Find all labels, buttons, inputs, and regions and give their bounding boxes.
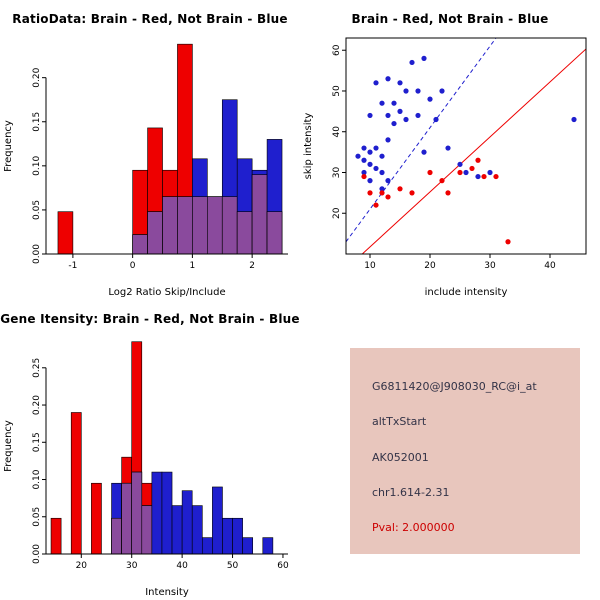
intensity-scatter-title: Brain - Red, Not Brain - Blue: [351, 12, 549, 26]
ratio-histogram-plot: -1 0 1 2 0.00 0.05 0.10 0.15 0.20 Log2 Ratio Skip…: [3, 43, 288, 298]
panel-ratio-histogram: RatioData: Brain - Red, Not Brain - Blue…: [0, 0, 300, 300]
svg-text:Frequency: Frequency: [3, 120, 14, 172]
ratio-hist-bars: [57, 43, 283, 255]
svg-text:0.15: 0.15: [32, 112, 42, 132]
svg-text:0.00: 0.00: [32, 244, 42, 264]
svg-text:0.25: 0.25: [32, 358, 42, 378]
axes: 20 30 40 50 60 0.00 0.05 0.10 0.15 0.20 0.25 Intens…: [3, 358, 289, 598]
panel-gene-histogram: Gene Itensity: Brain - Red, Not Brain - …: [0, 300, 300, 600]
svg-text:0: 0: [130, 261, 136, 271]
svg-text:30: 30: [484, 261, 496, 271]
svg-text:20: 20: [76, 561, 88, 571]
svg-text:0.20: 0.20: [32, 395, 42, 415]
gene-histogram-plot: 20 30 40 50 60 0.00 0.05 0.10 0.15 0.20 0.25 Intens…: [3, 341, 289, 598]
axes: 10 20 30 40 20 30 40 50 60 include intensity skip …: [303, 37, 587, 298]
svg-text:Frequency: Frequency: [3, 420, 14, 472]
svg-text:0.00: 0.00: [32, 544, 42, 564]
pval-text: Pval: 2.000000: [372, 521, 455, 534]
ratio-histogram-title: RatioData: Brain - Red, Not Brain - Blue: [12, 12, 288, 26]
svg-text:0.05: 0.05: [32, 507, 42, 527]
svg-text:20: 20: [424, 261, 436, 271]
svg-text:50: 50: [332, 85, 342, 97]
svg-text:2: 2: [249, 261, 255, 271]
accession-text: AK052001: [372, 450, 429, 464]
svg-text:40: 40: [332, 126, 342, 138]
svg-text:40: 40: [544, 261, 556, 271]
points: [355, 55, 577, 245]
event-type-text: altTxStart: [372, 415, 427, 429]
panel-intensity-scatter: Brain - Red, Not Brain - Blue 10 20 30 40 20…: [300, 0, 600, 300]
gene-info-box: G6811420@J908030_RC@i_at altTxStart AK05…: [350, 348, 580, 554]
panel-gene-info: G6811420@J908030_RC@i_at altTxStart AK05…: [300, 300, 600, 600]
svg-text:0.15: 0.15: [32, 432, 42, 452]
svg-text:30: 30: [126, 561, 138, 571]
svg-text:0.05: 0.05: [32, 200, 42, 220]
svg-text:10: 10: [364, 261, 376, 271]
svg-text:-1: -1: [68, 261, 77, 271]
svg-text:0.20: 0.20: [32, 67, 42, 87]
axes: -1 0 1 2 0.00 0.05 0.10 0.15 0.20 Log2 Ratio Skip…: [3, 67, 288, 298]
fit-lines: [346, 38, 586, 254]
gene-hist-bars: [50, 341, 274, 555]
svg-text:0.10: 0.10: [32, 469, 42, 489]
intensity-scatter-plot: 10 20 30 40 20 30 40 50 60 include intensity skip …: [303, 37, 587, 298]
svg-text:40: 40: [176, 561, 188, 571]
svg-text:20: 20: [332, 207, 342, 219]
svg-text:50: 50: [227, 561, 239, 571]
svg-text:Intensity: Intensity: [145, 587, 189, 598]
svg-text:1: 1: [190, 261, 196, 271]
probe-id-text: G6811420@J908030_RC@i_at: [372, 380, 537, 393]
svg-text:Log2 Ratio Skip/Include: Log2 Ratio Skip/Include: [108, 287, 225, 298]
svg-text:30: 30: [332, 166, 342, 178]
svg-text:0.10: 0.10: [32, 156, 42, 176]
svg-text:60: 60: [277, 561, 289, 571]
svg-text:skip intensity: skip intensity: [303, 113, 314, 180]
svg-text:60: 60: [332, 44, 342, 56]
svg-text:include intensity: include intensity: [425, 287, 508, 298]
locus-text: chr1.614-2.31: [372, 485, 450, 499]
gene-histogram-title: Gene Itensity: Brain - Red, Not Brain - …: [0, 312, 300, 326]
